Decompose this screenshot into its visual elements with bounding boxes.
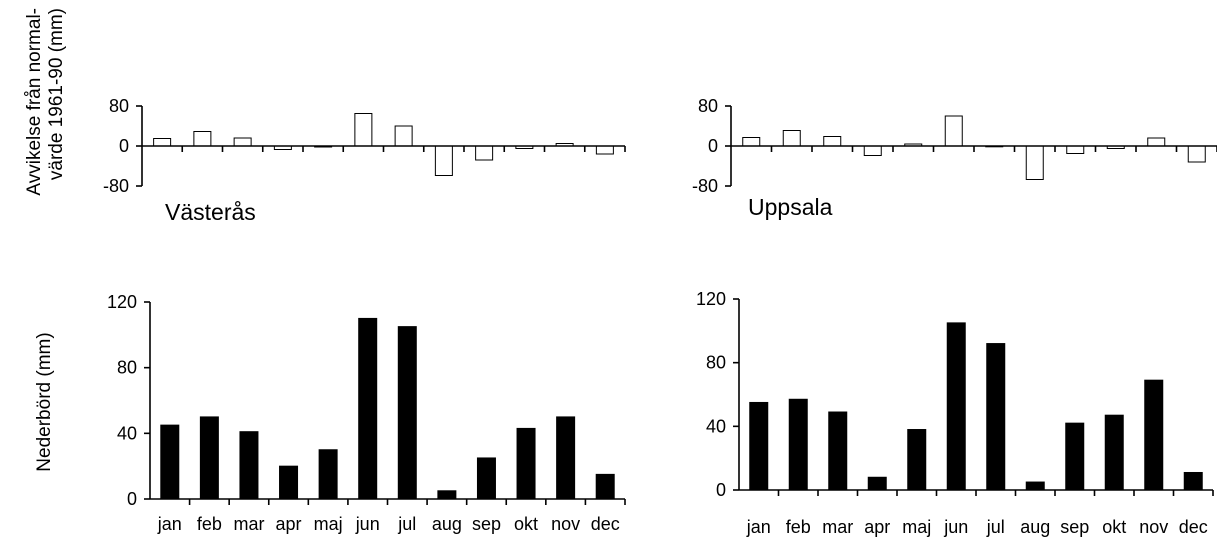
bar-nov: [1147, 137, 1166, 147]
bar-aug: [437, 490, 457, 500]
bar-mar: [233, 137, 252, 147]
bar-okt: [1104, 414, 1124, 491]
x-tick-label-aug: aug: [1020, 517, 1050, 537]
y-tick-label: 0: [119, 136, 129, 156]
x-tick-label-apr: apr: [864, 517, 890, 537]
bar-feb: [193, 131, 212, 147]
bar-jul: [394, 125, 413, 147]
bar-nov: [1144, 379, 1164, 491]
x-tick-label-sep: sep: [472, 514, 501, 534]
x-tick-label-mar: mar: [822, 517, 853, 537]
uppsala-deviation-chart: 80 0 -80: [692, 96, 1217, 196]
bar-apr: [279, 465, 299, 500]
bar-maj: [907, 429, 927, 491]
bar-feb: [782, 130, 801, 147]
bar-jul: [986, 343, 1006, 491]
x-tick-label-jul: jul: [397, 514, 416, 534]
bar-mar: [823, 136, 842, 147]
bar-mar: [239, 431, 259, 500]
y-tick-label: -80: [103, 176, 129, 196]
x-tick-label-okt: okt: [1102, 517, 1126, 537]
bar-maj: [318, 449, 338, 500]
x-tick-label-feb: feb: [786, 517, 811, 537]
uppsala-precip-chart: 120 80 40 0 jan feb mar apr maj jun jul aug sep okt no…: [696, 289, 1214, 537]
y-tick-label: 80: [117, 358, 137, 378]
x-tick-label-maj: maj: [314, 514, 343, 534]
bar-apr: [863, 145, 882, 156]
y-tick-label: 80: [698, 96, 718, 116]
x-tick-label-jul: jul: [986, 517, 1005, 537]
x-tick-label-nov: nov: [1139, 517, 1168, 537]
bar-jan: [742, 137, 761, 147]
bar-mar: [828, 411, 848, 491]
bar-jun: [354, 113, 373, 147]
station-label-vasteras: Västerås: [165, 199, 256, 225]
bar-jun: [944, 115, 963, 147]
x-tick-label-aug: aug: [432, 514, 462, 534]
y-tick-label: 120: [107, 292, 137, 312]
vasteras-precip-chart: 120 80 40 0 jan feb mar apr maj jun jul aug sep okt no…: [107, 292, 626, 534]
y-tick-label: 0: [716, 480, 726, 500]
x-tick-label-jan: jan: [746, 517, 771, 537]
bar-jun: [946, 322, 966, 491]
bar-aug: [434, 145, 453, 176]
precip-ylabel: Nederbörd (mm): [34, 332, 55, 471]
bar-feb: [199, 416, 219, 500]
x-tick-label-dec: dec: [591, 514, 620, 534]
bar-apr: [867, 476, 887, 491]
x-tick-label-dec: dec: [1179, 517, 1208, 537]
bar-sep: [476, 457, 496, 500]
deviation-ylabel-line1: Avvikelse från normal-: [24, 8, 45, 196]
bar-jul: [397, 326, 417, 500]
bar-jan: [153, 138, 172, 147]
y-tick-label: -80: [692, 176, 718, 196]
x-tick-label-nov: nov: [551, 514, 580, 534]
bar-aug: [1025, 145, 1044, 180]
y-tick-label: 0: [127, 489, 137, 509]
bar-okt: [516, 427, 536, 500]
bar-dec: [595, 145, 614, 155]
bar-dec: [1183, 471, 1203, 491]
x-tick-label-jun: jun: [943, 517, 968, 537]
y-tick-label: 80: [706, 353, 726, 373]
bar-sep: [1066, 145, 1085, 154]
bar-nov: [556, 416, 576, 500]
y-tick-label: 0: [708, 136, 718, 156]
bar-jan: [160, 424, 180, 500]
station-label-uppsala: Uppsala: [748, 194, 833, 220]
bar-aug: [1025, 481, 1045, 491]
bar-dec: [1187, 145, 1206, 163]
y-tick-label: 120: [696, 289, 726, 309]
deviation-ylabel-line2: värde 1961-90 (mm): [46, 8, 67, 180]
x-tick-label-maj: maj: [902, 517, 931, 537]
y-tick-label: 80: [109, 96, 129, 116]
y-tick-label: 40: [706, 416, 726, 436]
bar-sep: [475, 145, 494, 161]
x-tick-label-jun: jun: [355, 514, 380, 534]
x-tick-label-okt: okt: [514, 514, 538, 534]
vasteras-deviation-chart: 80 0 -80: [103, 96, 626, 196]
x-tick-label-jan: jan: [157, 514, 182, 534]
bar-jan: [749, 401, 769, 491]
x-tick-label-sep: sep: [1060, 517, 1089, 537]
bar-sep: [1065, 422, 1085, 491]
bar-feb: [788, 398, 808, 491]
x-tick-label-apr: apr: [276, 514, 302, 534]
bar-jun: [358, 317, 378, 500]
bar-dec: [595, 473, 615, 500]
y-tick-label: 40: [117, 423, 137, 443]
x-tick-label-mar: mar: [233, 514, 264, 534]
x-tick-label-feb: feb: [197, 514, 222, 534]
